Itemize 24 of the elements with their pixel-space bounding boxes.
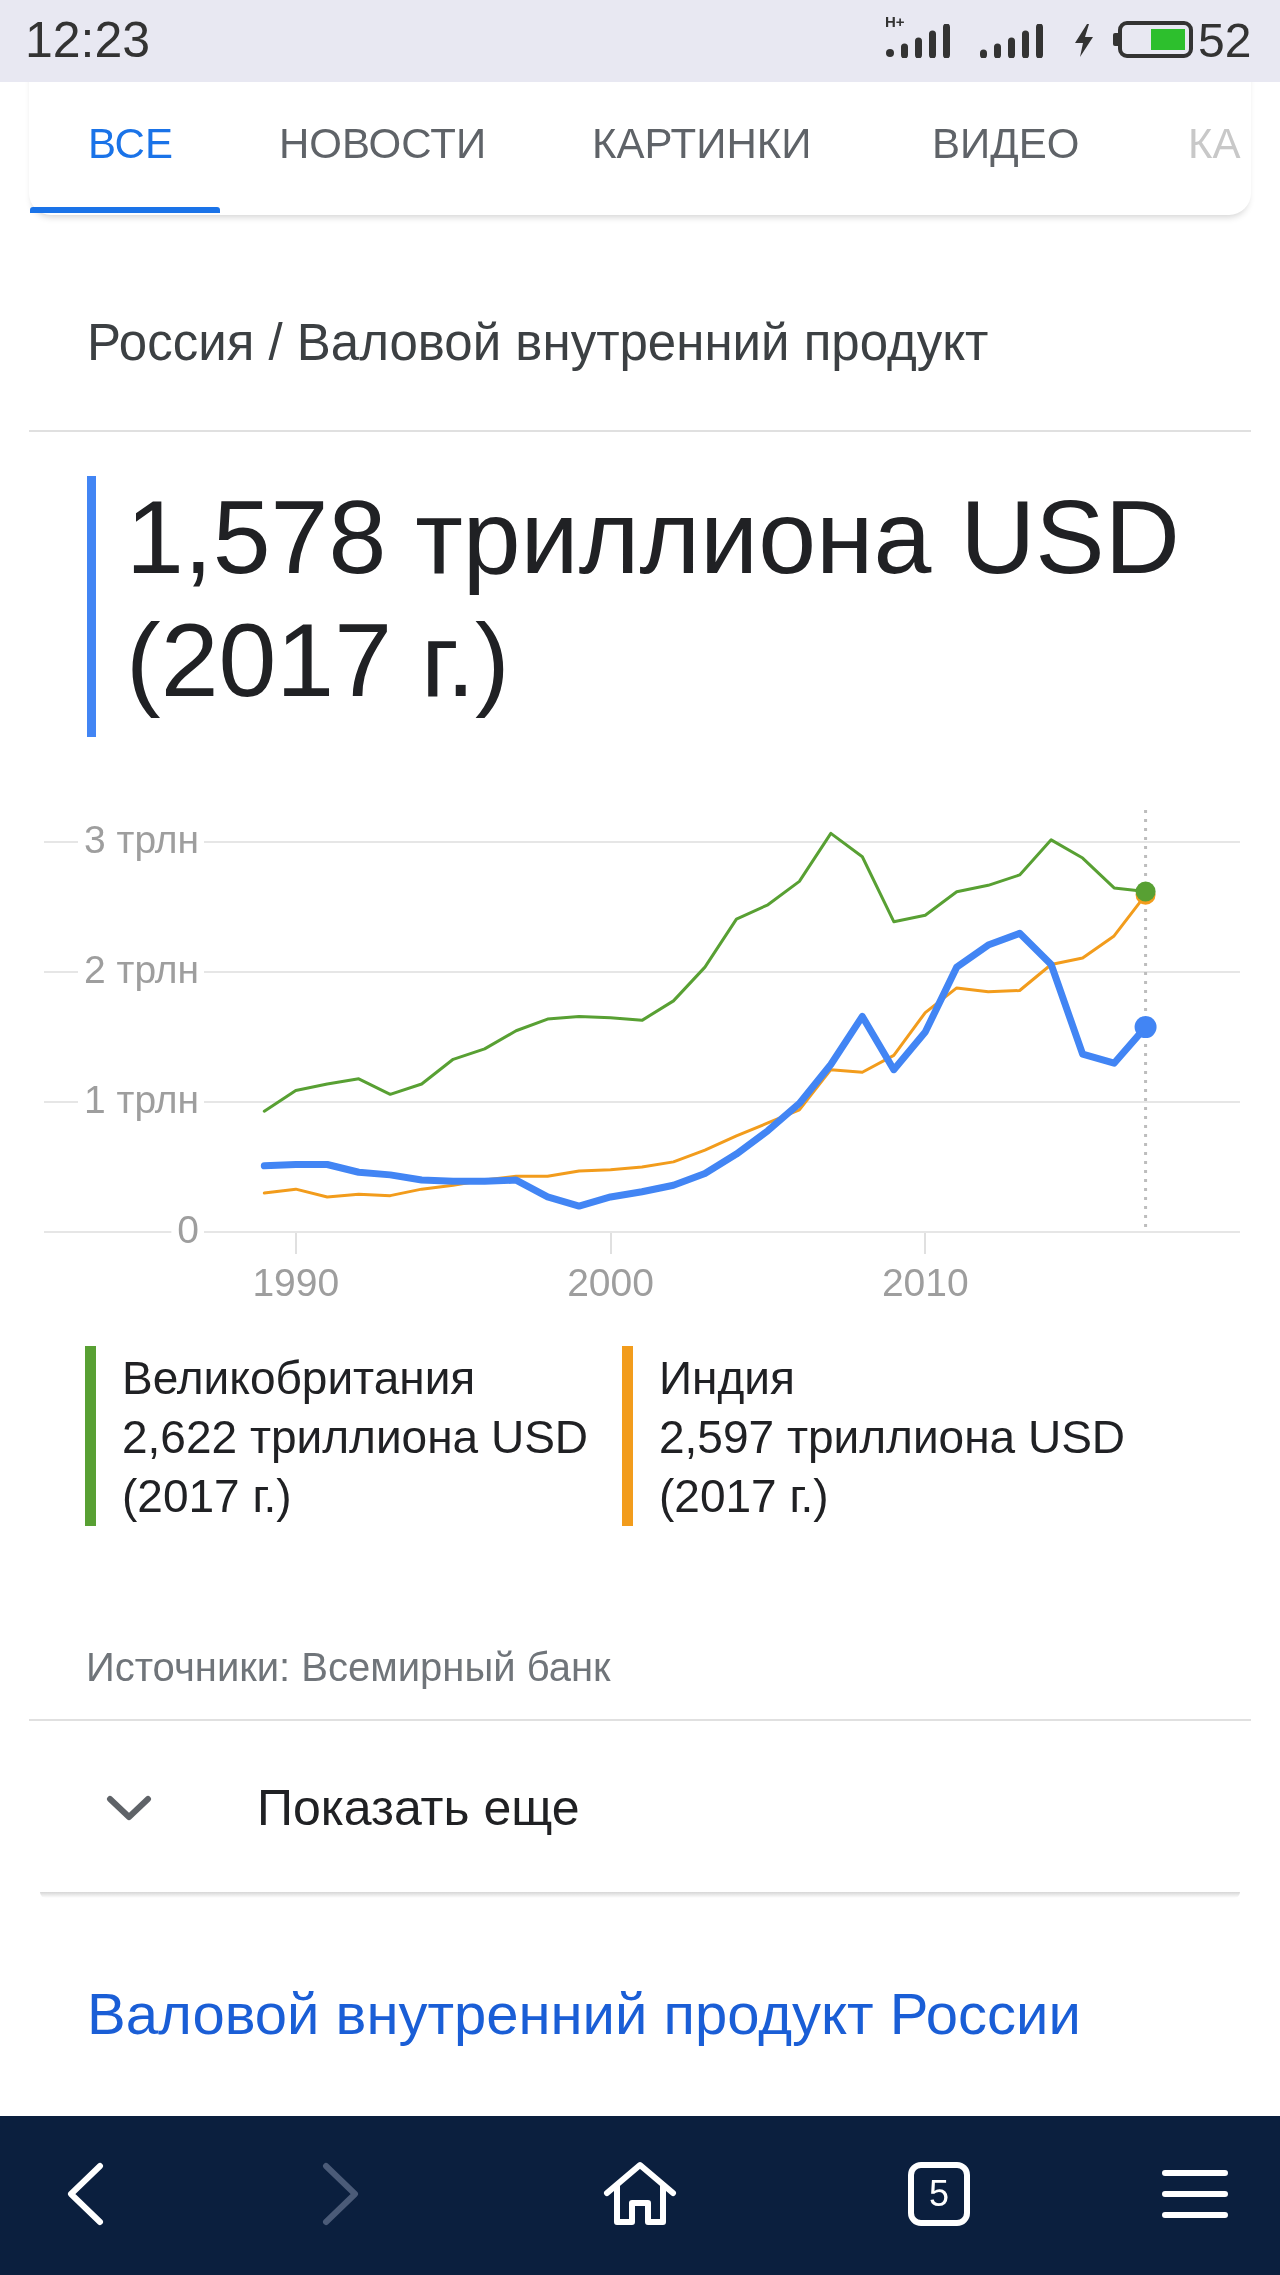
y-tick-label: 3 трлн [83, 818, 200, 862]
text: 12:23 [25, 12, 151, 68]
text: Источники: Всемирный банк [86, 1644, 611, 1691]
x-tick-label: 2000 [567, 1261, 654, 1305]
text: 52 [1198, 14, 1252, 68]
legend-label: Индия [659, 1351, 795, 1406]
x-tick-label: 2010 [881, 1261, 969, 1305]
text: КАРТИНКИ [592, 120, 812, 168]
text: 2,597 триллиона USD (2017 г.) [659, 1410, 1127, 1524]
chart-subtitle: 1,578 триллиона USD (2017 г.) [126, 478, 1181, 720]
legend-label: Великобритания [122, 1351, 476, 1406]
text: ВИДЕО [932, 120, 1080, 168]
y-tick-label: 0 [177, 1207, 200, 1251]
y-tick-label: 2 трлн [83, 948, 200, 992]
text: Валовой внутренний продукт России [87, 1980, 1081, 2048]
text: НОВОСТИ [279, 120, 487, 168]
chart-title: Россия / Валовой внутренний продукт [87, 313, 989, 373]
x-tick-label: 1990 [252, 1261, 340, 1305]
text: 2,622 триллиона USD (2017 г.) [122, 1410, 590, 1524]
text: ВСЕ [88, 120, 173, 168]
text: Показать еще [257, 1779, 580, 1838]
text: H+ [885, 13, 905, 30]
y-tick-label: 1 трлн [83, 1077, 200, 1121]
text: 5 [928, 2172, 950, 2216]
